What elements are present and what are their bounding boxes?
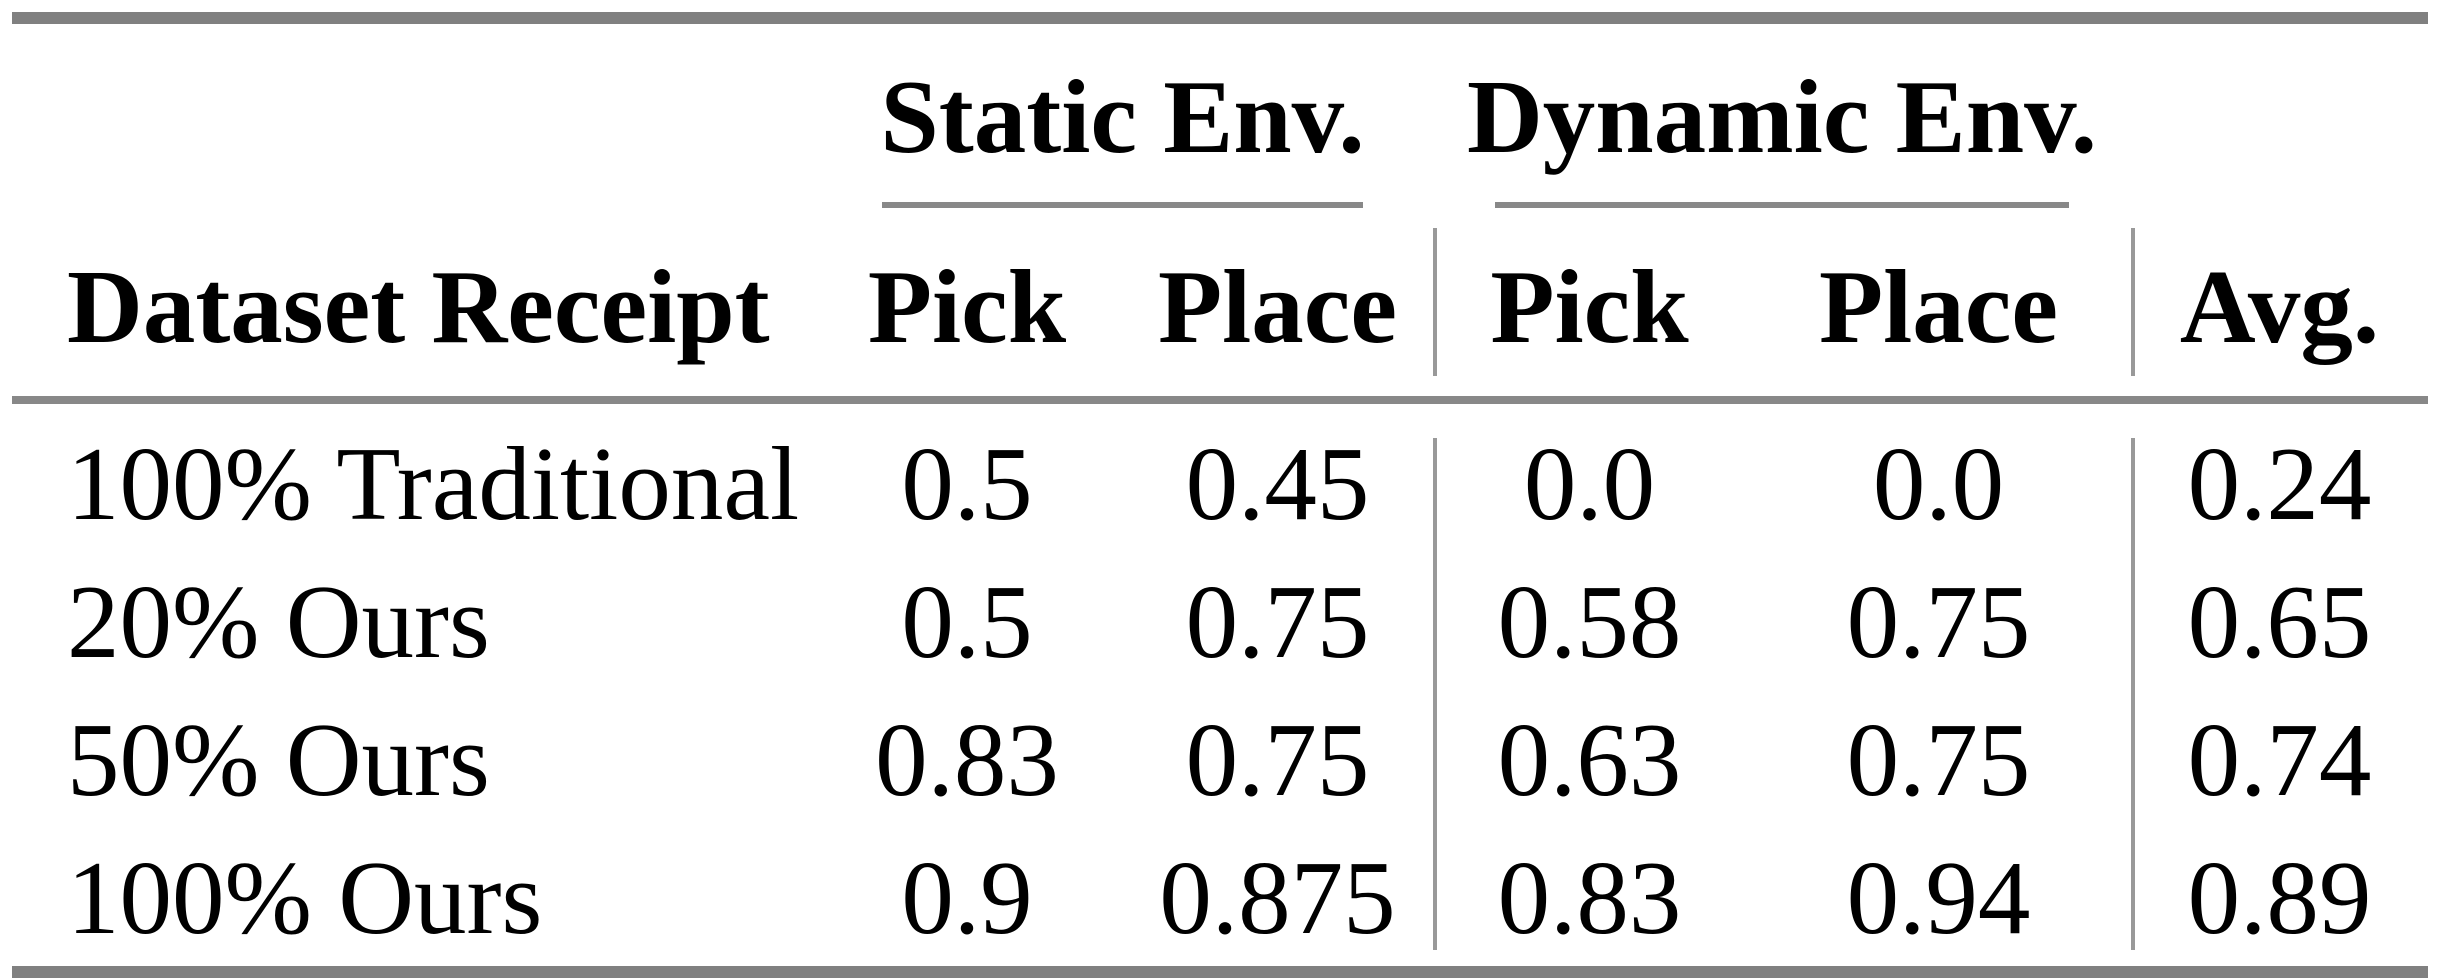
dynamic-place-cell: 0.94 bbox=[1746, 828, 2132, 978]
avg-cell: 0.65 bbox=[2131, 552, 2428, 690]
dynamic-place-cell: 0.75 bbox=[1846, 700, 2031, 818]
vertical-rule bbox=[1433, 828, 1437, 950]
vertical-rule bbox=[1433, 228, 1437, 376]
static-place-cell: 0.75 bbox=[1185, 562, 1370, 680]
header-dynamic-place: Place bbox=[1746, 216, 2132, 404]
static-place-cell: 0.75 bbox=[1185, 700, 1370, 818]
vertical-rule bbox=[2131, 228, 2136, 376]
group-row-spacer-right bbox=[2131, 12, 2429, 216]
dynamic-place-cell: 0.75 bbox=[1846, 562, 2031, 680]
header-static-place: Place bbox=[1122, 216, 1433, 404]
static-pick-cell: 0.5 bbox=[901, 424, 1033, 542]
dynamic-pick-cell: 0.63 bbox=[1433, 690, 1746, 828]
dynamic-pick-cell: 0.0 bbox=[1433, 400, 1746, 552]
results-table: Static Env. Dynamic Env. Dataset Receipt… bbox=[12, 12, 2429, 978]
vertical-rule bbox=[2131, 552, 2136, 690]
header-dynamic-pick: Pick bbox=[1433, 216, 1746, 404]
avg-cell: 0.24 bbox=[2131, 400, 2428, 552]
vertical-rule bbox=[1433, 552, 1437, 690]
vertical-rule bbox=[2131, 690, 2136, 828]
group-row-spacer-left bbox=[12, 12, 812, 216]
dynamic-pick-cell: 0.58 bbox=[1433, 552, 1746, 690]
vertical-rule bbox=[1433, 438, 1437, 552]
avg-cell: 0.74 bbox=[2131, 690, 2428, 828]
header-static-pick: Pick bbox=[812, 216, 1122, 404]
column-group-dynamic: Dynamic Env. bbox=[1433, 12, 2132, 216]
row-label-cell: 100% Traditional bbox=[67, 424, 800, 542]
table-row: 50% Ours 0.83 0.75 0.63 0.75 0.74 bbox=[12, 690, 2428, 828]
row-label-cell: 20% Ours bbox=[67, 562, 490, 680]
header-dataset-receipt: Dataset Receipt bbox=[12, 216, 812, 404]
vertical-rule bbox=[1433, 690, 1437, 828]
column-group-static: Static Env. bbox=[812, 12, 1433, 216]
cmidrule-static bbox=[882, 202, 1363, 208]
static-env-group-label: Static Env. bbox=[880, 57, 1365, 175]
vertical-rule bbox=[2131, 438, 2136, 552]
table-row: 100% Ours 0.9 0.875 0.83 0.94 0.89 bbox=[12, 828, 2429, 978]
table-row: 100% Traditional 0.5 0.45 0.0 0.0 0.24 bbox=[12, 400, 2428, 552]
table-row: 20% Ours 0.5 0.75 0.58 0.75 0.65 bbox=[12, 552, 2428, 690]
dynamic-env-group-label: Dynamic Env. bbox=[1466, 57, 2098, 175]
vertical-rule bbox=[2131, 828, 2136, 950]
dynamic-place-cell: 0.0 bbox=[1872, 424, 2005, 542]
cmidrule-dynamic bbox=[1495, 202, 2070, 208]
dynamic-pick-cell: 0.83 bbox=[1433, 828, 1746, 978]
header-avg: Avg. bbox=[2131, 216, 2429, 404]
row-label-cell: 50% Ours bbox=[67, 700, 490, 818]
column-group-row: Static Env. Dynamic Env. bbox=[12, 12, 2429, 216]
static-place-cell: 0.875 bbox=[1122, 828, 1433, 978]
header-row: Dataset Receipt Pick Place Pick Place Av… bbox=[12, 216, 2429, 404]
row-label-cell: 100% Ours bbox=[12, 828, 812, 978]
static-pick-cell: 0.9 bbox=[812, 828, 1122, 978]
static-pick-cell: 0.5 bbox=[901, 562, 1033, 680]
static-pick-cell: 0.83 bbox=[875, 700, 1059, 818]
avg-cell: 0.89 bbox=[2131, 828, 2429, 978]
static-place-cell: 0.45 bbox=[1185, 424, 1370, 542]
